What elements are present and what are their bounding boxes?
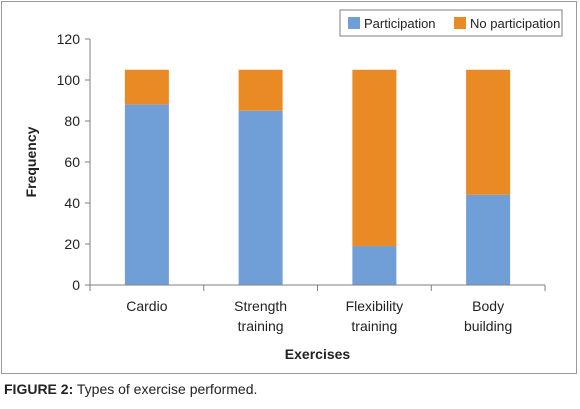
bar-no-participation-1 bbox=[238, 69, 283, 111]
y-tick-label-0: 0 bbox=[72, 277, 80, 293]
legend-swatch-participation bbox=[348, 17, 360, 29]
legend-box bbox=[339, 9, 563, 37]
legend-swatch-no-participation bbox=[454, 17, 466, 29]
y-tick-label-60: 60 bbox=[64, 154, 80, 170]
y-tick-label-120: 120 bbox=[57, 31, 81, 47]
y-tick-label-20: 20 bbox=[64, 236, 80, 252]
x-tick-label-2-0: Flexibility bbox=[346, 298, 404, 314]
bar-no-participation-2 bbox=[352, 69, 397, 247]
x-tick-label-0-0: Cardio bbox=[126, 298, 167, 314]
bar-no-participation-0 bbox=[124, 69, 169, 105]
x-tick-label-1-0: Strength bbox=[234, 298, 287, 314]
x-axis-title: Exercises bbox=[285, 346, 351, 362]
x-tick-label-2-1: training bbox=[351, 318, 397, 334]
stacked-bar-chart: 0 20 40 60 80 100 120 Cardio Strength training Fle… bbox=[23, 9, 563, 362]
figure-caption: FIGURE 2: Types of exercise performed. bbox=[4, 381, 257, 397]
bar-participation-0 bbox=[124, 104, 169, 285]
bar-participation-1 bbox=[238, 110, 283, 285]
x-tick-label-3-0: Body bbox=[472, 298, 504, 314]
y-tick-label-100: 100 bbox=[57, 72, 81, 88]
caption-text: Types of exercise performed. bbox=[76, 381, 258, 397]
legend-label-no-participation: No participation bbox=[470, 16, 560, 31]
y-axis-title: Frequency bbox=[23, 126, 39, 197]
x-tick-label-1-1: training bbox=[238, 318, 284, 334]
bar-participation-2 bbox=[352, 246, 397, 285]
figure-frame: 0 20 40 60 80 100 120 Cardio Strength training Fle… bbox=[1, 1, 577, 374]
y-tick-label-40: 40 bbox=[64, 195, 80, 211]
y-tick-label-80: 80 bbox=[64, 113, 80, 129]
bar-no-participation-3 bbox=[466, 69, 511, 195]
legend-label-participation: Participation bbox=[364, 16, 436, 31]
bar-participation-3 bbox=[466, 194, 511, 285]
x-tick-label-3-1: building bbox=[464, 318, 512, 334]
caption-label: FIGURE 2: bbox=[4, 381, 74, 397]
